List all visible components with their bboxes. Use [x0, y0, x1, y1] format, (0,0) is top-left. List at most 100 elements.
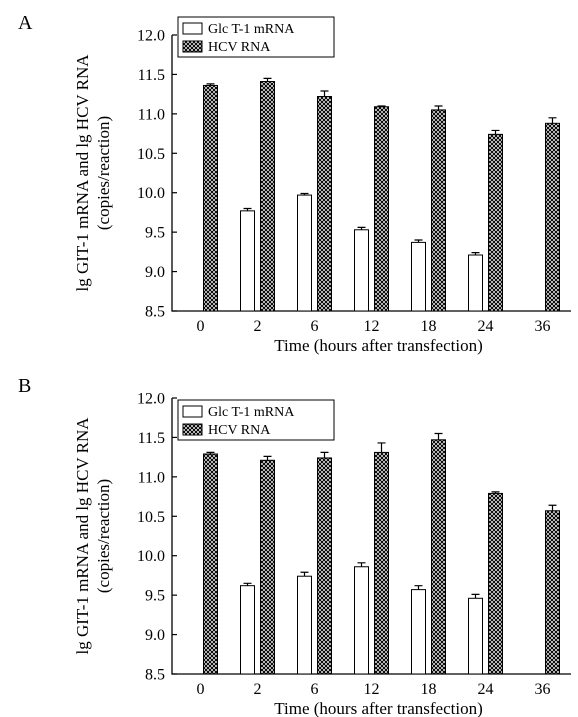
panel-a-label: A [18, 12, 33, 34]
legend-swatch-glc-t1-mrna [182, 22, 203, 35]
error-bar [434, 432, 443, 440]
y-axis-label: lg GIT-1 mRNA and lg HCV RNA [73, 417, 92, 655]
y-tick-label: 8.5 [145, 304, 165, 321]
x-tick-label: 18 [421, 318, 437, 335]
error-bar [491, 491, 500, 494]
y-tick-label: 8.5 [145, 667, 165, 684]
x-tick-label: 2 [254, 318, 262, 335]
y-axis-label-units: (copies/reaction) [94, 479, 113, 593]
bar-hcv-rna [374, 106, 389, 312]
legend-label-hcv-rna: HCV RNA [208, 423, 271, 438]
error-bar [320, 451, 329, 458]
bar-glc-t1-mrna [411, 589, 426, 675]
error-bar [206, 83, 215, 86]
y-tick-label: 12.0 [137, 391, 165, 408]
error-bar [414, 239, 423, 243]
bar-glc-t1-mrna [240, 210, 255, 312]
y-tick-label: 9.5 [145, 225, 165, 242]
error-bar [414, 585, 423, 590]
panel-b-label: B [18, 375, 31, 397]
legend-swatch-hcv-rna [182, 423, 203, 436]
bar-glc-t1-mrna [354, 566, 369, 675]
bar-glc-t1-mrna [297, 194, 312, 312]
y-tick-label: 10.5 [137, 509, 165, 526]
legend-swatch-glc-t1-mrna [182, 405, 203, 418]
legend: Glc T-1 mRNA HCV RNA [177, 399, 335, 441]
bar-glc-t1-mrna [468, 597, 483, 675]
error-bar [357, 226, 366, 230]
bar-hcv-rna [488, 492, 503, 675]
x-tick-label: 2 [254, 681, 262, 698]
error-bar [471, 252, 480, 256]
error-bar [548, 117, 557, 124]
error-bar [320, 90, 329, 97]
y-axis-label: lg GIT-1 mRNA and lg HCV RNA [73, 54, 92, 292]
y-tick-label: 11.0 [138, 106, 165, 123]
y-tick-label: 11.5 [138, 67, 165, 84]
y-tick-label: 9.0 [145, 264, 165, 281]
legend-label-glc-t1-mrna: Glc T-1 mRNA [208, 405, 295, 420]
x-tick-label: 36 [535, 681, 551, 698]
bar-glc-t1-mrna [240, 585, 255, 675]
axis-frame [171, 35, 571, 312]
y-tick-label: 9.5 [145, 588, 165, 605]
chart-panel-a: 8.5 9.0 9.5 10.0 10.5 11.0 11.5 12.0 0 2 6 12 18 24 36… [73, 16, 571, 355]
error-bar [300, 571, 309, 577]
bar-glc-t1-mrna [354, 229, 369, 312]
bar-hcv-rna [431, 439, 446, 675]
legend: Glc T-1 mRNA HCV RNA [177, 16, 335, 58]
y-tick-label: 9.0 [145, 627, 165, 644]
bar-hcv-rna [374, 451, 389, 675]
error-bar [263, 455, 272, 461]
x-tick-label: 0 [197, 318, 205, 335]
error-bar [377, 442, 386, 453]
x-tick-label: 6 [311, 681, 319, 698]
error-bar [263, 77, 272, 82]
bar-hcv-rna [260, 81, 275, 312]
x-tick-label: 24 [478, 318, 494, 335]
x-axis-label: Time (hours after transfection) [274, 336, 483, 355]
chart-panel-b: 8.5 9.0 9.5 10.0 10.5 11.0 11.5 12.0 0 2 6 12 18 24 36… [73, 391, 571, 717]
error-bar [357, 562, 366, 567]
x-tick-label: 0 [197, 681, 205, 698]
bar-hcv-rna [545, 122, 560, 312]
y-tick-label: 10.0 [137, 548, 165, 565]
bar-glc-t1-mrna [297, 575, 312, 675]
legend-box [177, 399, 335, 441]
y-tick-label: 10.5 [137, 146, 165, 163]
error-bar [434, 105, 443, 110]
bar-glc-t1-mrna [411, 241, 426, 312]
x-tick-label: 36 [535, 318, 551, 335]
error-bar [243, 207, 252, 211]
x-tick-label: 12 [364, 318, 380, 335]
x-tick-label: 12 [364, 681, 380, 698]
legend-swatch-hcv-rna [182, 40, 203, 53]
bar-glc-t1-mrna [468, 254, 483, 312]
bar-hcv-rna [203, 84, 218, 312]
y-tick-label: 11.0 [138, 469, 165, 486]
error-bar [206, 451, 215, 454]
x-tick-label: 6 [311, 318, 319, 335]
y-axis-label-units: (copies/reaction) [94, 116, 113, 230]
error-bar [377, 105, 386, 107]
x-tick-label: 24 [478, 681, 494, 698]
bar-hcv-rna [488, 133, 503, 312]
y-tick-label: 11.5 [138, 430, 165, 447]
bar-hcv-rna [545, 510, 560, 675]
x-axis-label: Time (hours after transfection) [274, 699, 483, 717]
error-bar [471, 593, 480, 599]
y-tick-label: 10.0 [137, 185, 165, 202]
error-bar [300, 192, 309, 196]
legend-label-glc-t1-mrna: Glc T-1 mRNA [208, 22, 295, 37]
legend-label-hcv-rna: HCV RNA [208, 40, 271, 55]
bar-hcv-rna [203, 453, 218, 675]
legend-box [177, 16, 335, 58]
error-bar [491, 129, 500, 135]
error-bar [548, 504, 557, 511]
bar-hcv-rna [317, 96, 332, 312]
error-bar [243, 582, 252, 586]
bar-hcv-rna [317, 457, 332, 675]
bar-hcv-rna [431, 109, 446, 312]
bar-hcv-rna [260, 459, 275, 675]
